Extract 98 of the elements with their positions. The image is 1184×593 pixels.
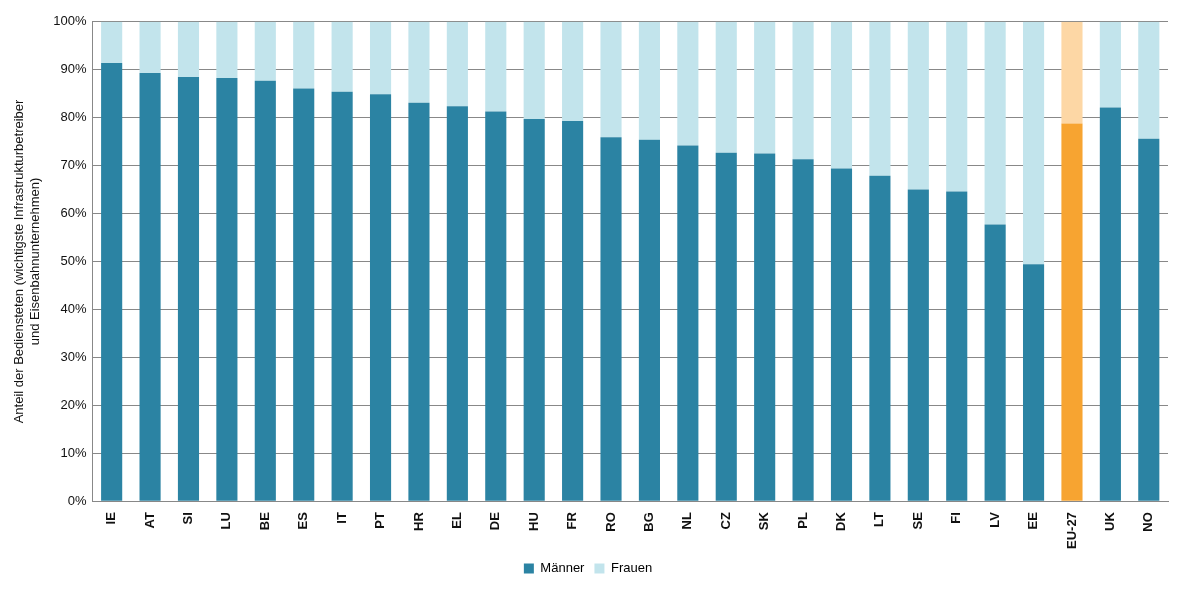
bar <box>177 76 200 501</box>
bar <box>293 21 315 89</box>
bar <box>369 94 392 501</box>
x-tick-label: HU <box>525 512 541 531</box>
x-tick-label: LV <box>986 511 1002 528</box>
bar <box>946 191 968 501</box>
bar <box>869 175 891 501</box>
x-tick-label: DE <box>487 511 503 531</box>
x-tick-label: SE <box>909 511 925 530</box>
x-tick-label: IT <box>333 512 349 524</box>
x-tick-label: RO <box>602 512 618 532</box>
bar <box>907 189 929 501</box>
y-tick-label: 70% <box>60 157 87 173</box>
y-tick-label: 30% <box>60 348 87 364</box>
bar <box>562 121 584 501</box>
x-tick-label: CZ <box>717 512 733 530</box>
bar <box>139 21 161 74</box>
x-tick-label: EE <box>1025 511 1041 530</box>
bar <box>216 77 238 501</box>
x-tick-label: DK <box>833 511 849 531</box>
bar <box>600 21 622 138</box>
legend-label: Männer <box>540 560 586 576</box>
bar <box>485 21 507 112</box>
bar <box>139 73 161 501</box>
bar <box>715 152 737 501</box>
x-tick-label: LT <box>871 512 887 528</box>
x-tick-label: FR <box>564 511 580 530</box>
bar <box>446 106 468 501</box>
bar <box>101 21 123 64</box>
bar <box>1099 107 1121 501</box>
bar <box>408 21 430 103</box>
y-tick-label: 20% <box>60 396 87 412</box>
bar <box>254 21 276 81</box>
bar <box>562 21 584 122</box>
bar <box>907 21 929 190</box>
bar <box>677 145 699 501</box>
bar <box>254 80 276 501</box>
bar <box>1138 138 1160 501</box>
x-tick-label: ES <box>295 511 311 530</box>
bar <box>638 139 660 501</box>
bar <box>600 137 622 501</box>
bar <box>331 21 353 92</box>
x-tick-label: IE <box>103 511 119 525</box>
bar <box>1061 123 1083 501</box>
bar <box>984 21 1006 225</box>
bar <box>446 21 468 107</box>
x-tick-label: BG <box>641 512 657 532</box>
bar <box>715 21 737 153</box>
bar <box>331 91 353 501</box>
x-tick-label: SI <box>180 512 196 525</box>
bar <box>869 21 891 176</box>
bar <box>792 159 814 501</box>
bar <box>830 21 853 169</box>
x-tick-label: SK <box>756 511 772 531</box>
y-tick-label: 80% <box>60 109 87 125</box>
x-tick-label: BE <box>256 511 272 531</box>
y-tick-label: 40% <box>60 300 87 316</box>
y-tick-label: 10% <box>60 444 87 460</box>
y-tick-label: 50% <box>60 253 87 269</box>
bar <box>101 63 123 501</box>
bar <box>1138 21 1160 139</box>
x-tick-label: EU-27 <box>1063 512 1079 550</box>
bar <box>523 119 545 501</box>
bar <box>1061 21 1083 124</box>
y-tick-label: 90% <box>60 61 87 77</box>
bar <box>369 21 392 95</box>
bar <box>984 224 1006 501</box>
bar <box>1022 21 1045 265</box>
bar <box>485 111 507 501</box>
bar <box>946 21 968 192</box>
bar <box>408 102 430 501</box>
y-tick-label: 100% <box>53 13 87 29</box>
x-tick-label: NO <box>1140 512 1156 532</box>
x-tick-label: HR <box>410 511 426 531</box>
y-tick-label: 0% <box>67 492 87 508</box>
bar <box>638 21 660 140</box>
x-tick-label: PT <box>372 512 388 529</box>
bar <box>677 21 699 146</box>
y-axis-title: Anteil der Bediensteten (wichtigste Infrastrukturbetreiber und Eisenbahnunternehmen) <box>11 98 42 424</box>
bar <box>523 21 545 120</box>
x-tick-label: UK <box>1101 511 1117 531</box>
x-tick-label: PL <box>794 512 810 529</box>
bar <box>754 153 776 501</box>
bar <box>177 21 200 77</box>
x-tick-label: NL <box>679 512 695 530</box>
x-tick-label: EL <box>448 512 464 529</box>
bar <box>830 168 853 501</box>
bar <box>1099 21 1121 108</box>
bar <box>216 21 238 78</box>
y-tick-label: 60% <box>60 205 87 221</box>
legend-label: Frauen <box>610 560 653 576</box>
bar <box>293 88 315 501</box>
bar <box>1022 264 1045 501</box>
x-tick-label: LU <box>218 512 234 530</box>
x-tick-label: FI <box>948 512 964 524</box>
bar <box>754 21 776 154</box>
bar <box>792 21 814 160</box>
x-tick-label: AT <box>141 512 157 529</box>
